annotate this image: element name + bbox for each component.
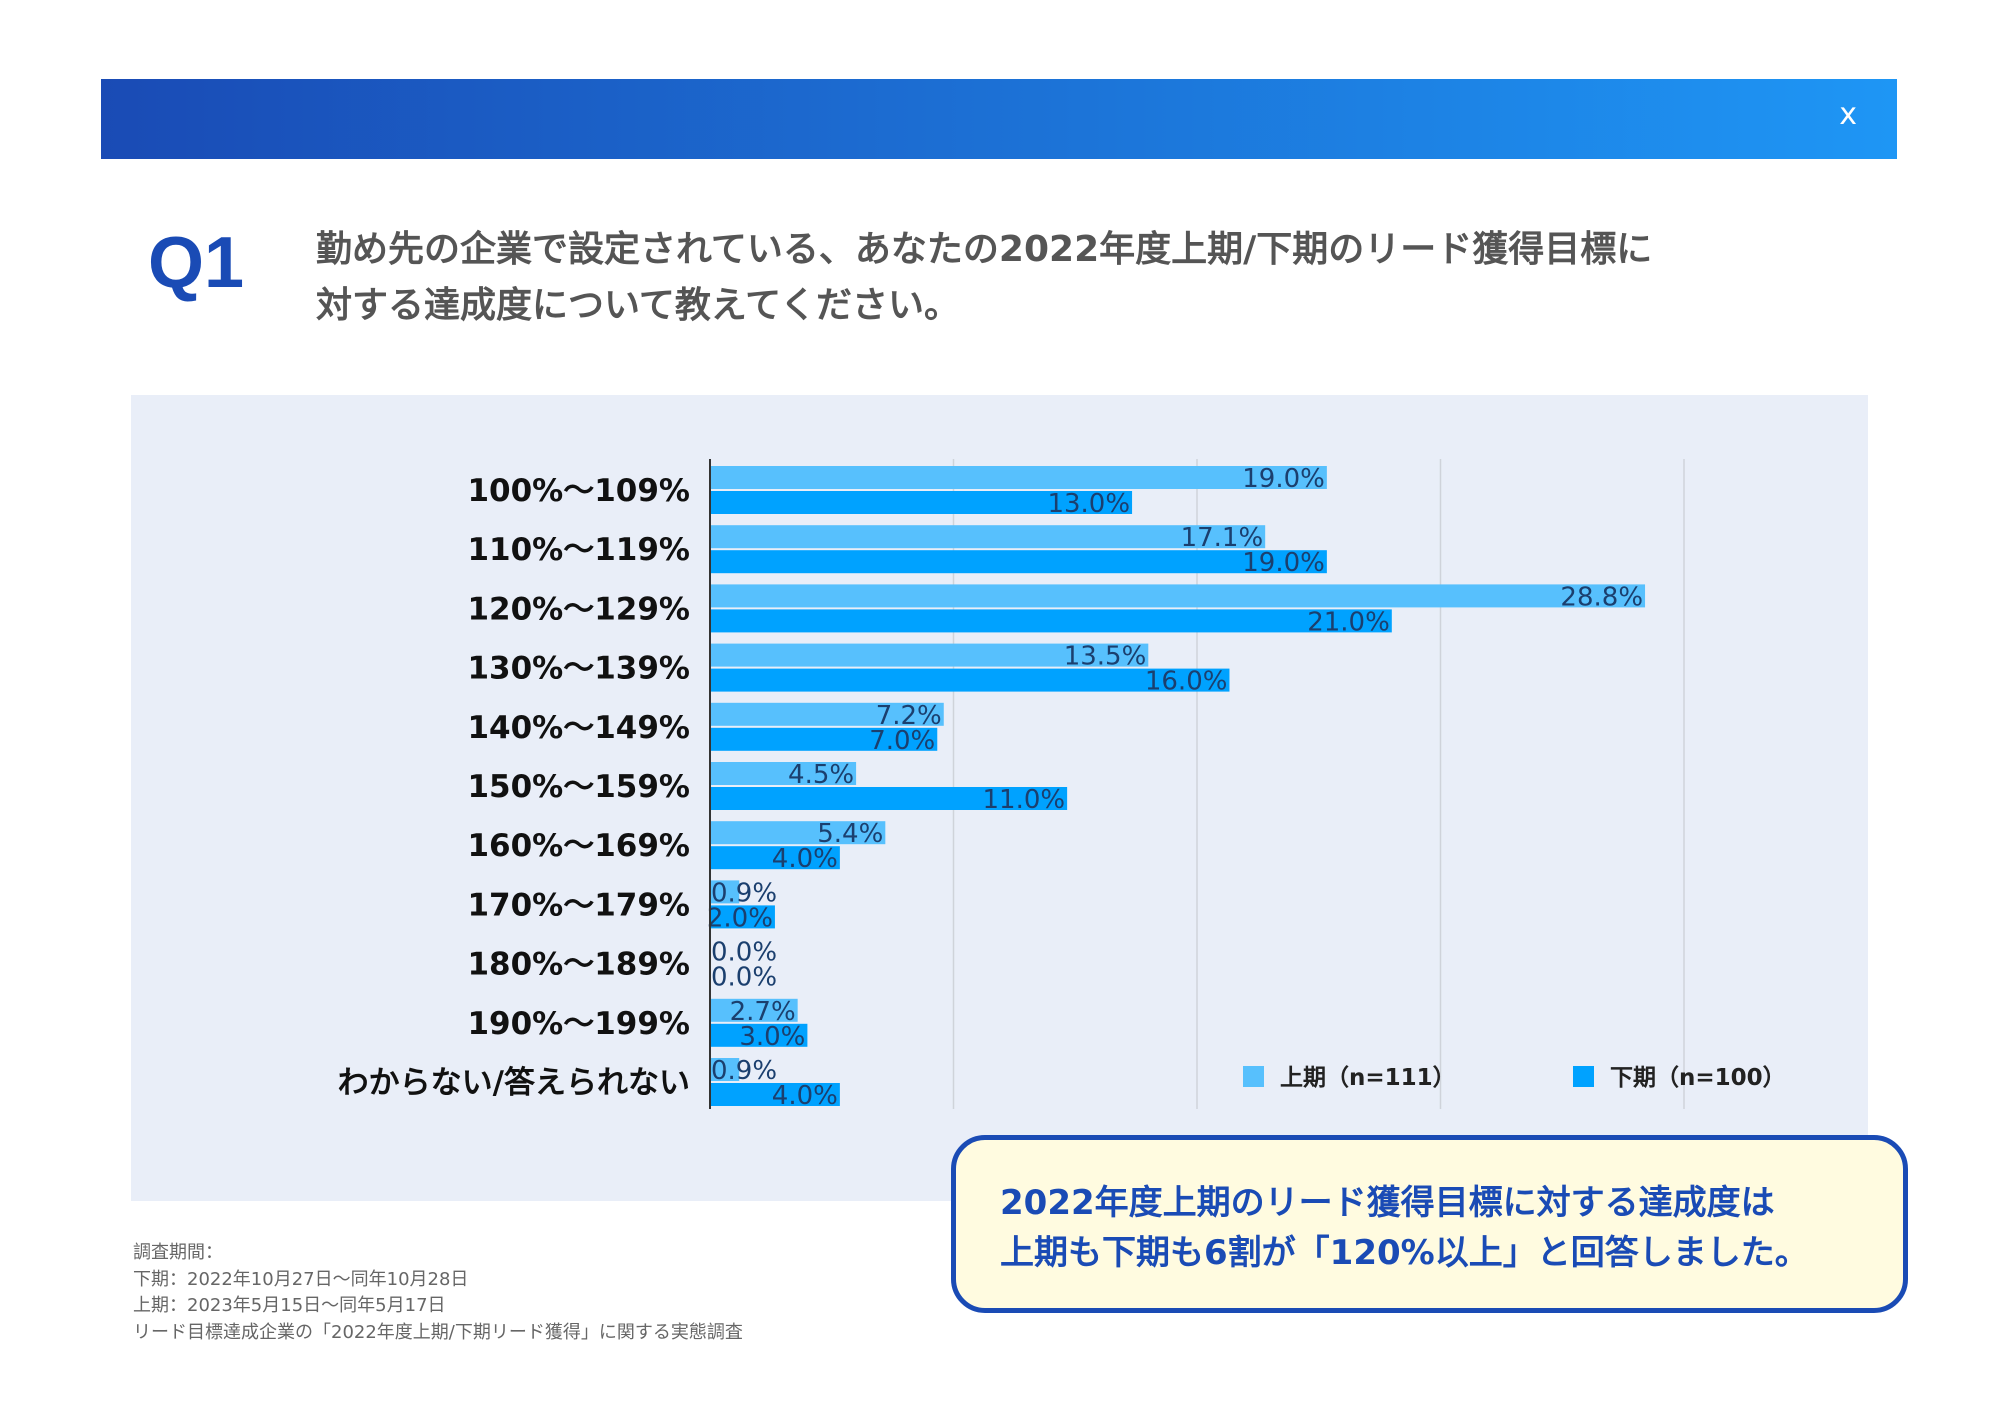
data-label: 19.0% (1242, 464, 1325, 494)
data-label: 5.4% (817, 819, 883, 849)
data-label: 13.0% (1047, 489, 1130, 519)
category-label: 160%〜169% (467, 828, 690, 864)
category-label: わからない/答えられない (338, 1065, 690, 1101)
footnote-line: リード目標達成企業の「2022年度上期/下期リード獲得」に関する実態調査 (133, 1321, 743, 1343)
bar (710, 1083, 840, 1106)
question-line: 対する達成度について教えてください。 (316, 285, 961, 326)
bar (710, 466, 1327, 489)
data-label: 4.0% (772, 1081, 838, 1111)
bar (710, 525, 1266, 549)
data-label: 16.0% (1145, 667, 1228, 697)
question-line: 勤め先の企業で設定されている、あなたの2022年度上期/下期のリード獲得目標に (316, 229, 1653, 270)
legend-swatch (1573, 1066, 1594, 1087)
summary-callout: 2022年度上期のリード獲得目標に対する達成度は 上期も下期も6割が「120%以… (951, 1135, 1908, 1313)
category-label: 180%〜189% (467, 947, 690, 983)
bar (710, 643, 1149, 667)
category-label: 130%〜139% (467, 651, 690, 687)
data-label: 0.9% (711, 1056, 777, 1086)
legend-label: 上期（n=111） (1280, 1064, 1456, 1091)
data-label: 21.0% (1307, 607, 1390, 637)
data-label: 2.7% (730, 997, 796, 1027)
bar (710, 846, 840, 870)
bar (710, 998, 798, 1022)
data-label: 7.0% (869, 726, 935, 756)
callout-line: 2022年度上期のリード獲得目標に対する達成度は (1000, 1183, 1775, 1223)
data-label: 2.0% (707, 903, 773, 933)
category-label: 110%〜119% (467, 532, 690, 568)
footnote-line: 上期：2023年5月15日〜同年5月17日 (133, 1295, 446, 1316)
bar (710, 762, 857, 785)
data-label: 28.8% (1560, 582, 1643, 612)
question-number: Q1 (148, 223, 245, 303)
callout-line: 上期も下期も6割が「120%以上」と回答しました。 (1000, 1233, 1809, 1273)
bar (710, 702, 944, 726)
data-label: 3.0% (739, 1022, 805, 1052)
category-label: 140%〜149% (467, 710, 690, 746)
category-label: 190%〜199% (467, 1006, 690, 1042)
header-bar: x (101, 79, 1897, 159)
bar (710, 727, 938, 751)
category-label: 100%〜109% (467, 473, 690, 509)
legend-label: 下期（n=100） (1610, 1064, 1786, 1091)
question-text: 勤め先の企業で設定されている、あなたの2022年度上期/下期のリード獲得目標に … (316, 222, 1652, 334)
bar (710, 668, 1230, 692)
survey-footnote: 調査期間： 下期：2022年10月27日〜同年10月28日 上期：2023年5月… (133, 1240, 743, 1346)
category-label: 150%〜159% (467, 769, 690, 805)
footnote-line: 下期：2022年10月27日〜同年10月28日 (133, 1268, 469, 1290)
bar (710, 787, 1068, 810)
bar (710, 550, 1327, 574)
legend-swatch (1243, 1066, 1264, 1087)
data-label: 13.5% (1064, 642, 1147, 672)
data-label: 0.0% (711, 938, 777, 968)
bar (710, 880, 740, 904)
bar (710, 491, 1133, 514)
data-label: 0.9% (711, 878, 777, 908)
bar (710, 609, 1392, 633)
category-label: 120%〜129% (467, 591, 690, 627)
footnote-line: 調査期間： (133, 1242, 223, 1263)
data-label: 19.0% (1242, 548, 1325, 578)
data-label: 4.5% (788, 760, 854, 790)
bar (710, 1058, 740, 1081)
close-button[interactable]: x (1839, 97, 1857, 132)
data-label: 4.0% (772, 844, 838, 874)
bar (710, 1023, 808, 1047)
data-label: 0.0% (711, 963, 777, 993)
data-label: 11.0% (983, 785, 1066, 815)
category-label: 170%〜179% (467, 887, 690, 923)
data-label: 17.1% (1181, 523, 1264, 553)
bar (710, 905, 775, 929)
data-label: 7.2% (876, 701, 942, 731)
bar (710, 584, 1646, 608)
bar (710, 821, 886, 845)
